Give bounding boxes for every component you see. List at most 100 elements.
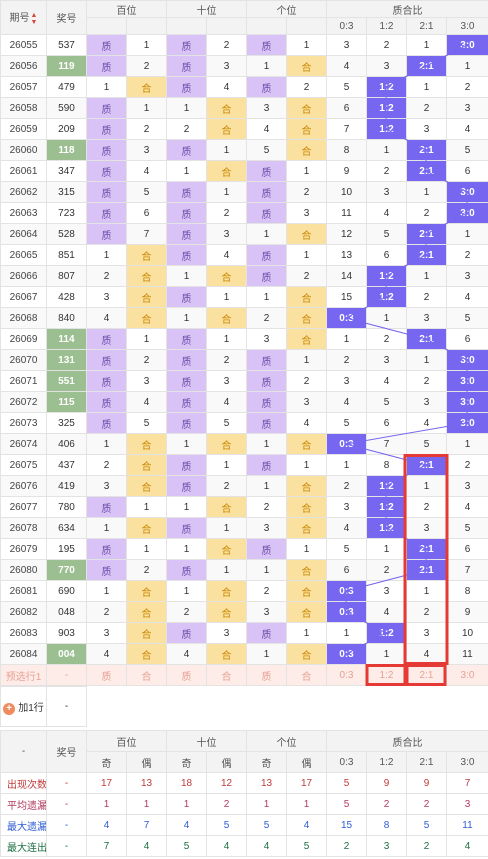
predict-label[interactable]: 预选行1 (0, 664, 47, 686)
ratio-miss-cell: 4 (446, 118, 488, 140)
prime-miss-cell: 3 (246, 328, 287, 350)
ratio-miss-cell: 2 (406, 496, 447, 518)
stats-value: 7 (86, 835, 127, 857)
period-cell: 26084 (0, 643, 47, 665)
ratio-miss-cell: 1 (366, 538, 407, 560)
prime-miss-cell: 2 (246, 307, 287, 329)
predict-row[interactable]: 预选行1 - 质 合 质 合 质 合 0:3 1:2 2:1 3:0 (0, 664, 488, 686)
predict-cell[interactable]: 合 (206, 664, 247, 686)
predict-cell[interactable]: 合 (126, 664, 167, 686)
composite-miss-cell: 1 (206, 139, 247, 161)
composite-hit-cell: 合 (126, 265, 167, 287)
ratio-miss-cell: 10 (326, 181, 367, 203)
table-row: 26066 807 2 合 1 合质 2 14 1:2 1 3 (0, 265, 488, 287)
stats-value: 15 (326, 814, 367, 836)
ratio-miss-cell: 5 (326, 412, 367, 434)
ratio-miss-cell: 9 (446, 601, 488, 623)
ratio-hit-cell: 2:1 (406, 538, 447, 560)
stats-value: 1 (126, 793, 167, 815)
prime-miss-cell: 4 (86, 643, 127, 665)
predict-cell[interactable]: 质 (246, 664, 287, 686)
sub-header-blank (86, 17, 127, 35)
ratio-miss-cell: 5 (366, 391, 407, 413)
ratio-miss-cell: 14 (326, 265, 367, 287)
period-header[interactable]: 期号▲ ▼ (0, 0, 47, 35)
composite-hit-cell: 合 (206, 265, 247, 287)
stats-value: 1 (166, 793, 207, 815)
prime-hit-cell: 质 (166, 328, 207, 350)
period-cell: 26081 (0, 580, 47, 602)
table-row: 26076 419 3 合质 2 1 合 2 1:2 1 3 (0, 475, 488, 497)
predict-cell[interactable]: 质 (166, 664, 207, 686)
ratio-hit-cell: 0:3 (326, 307, 367, 329)
predict-prize: - (46, 664, 87, 686)
sort-icon[interactable]: ▲ ▼ (30, 11, 38, 26)
prize-cell: 770 (46, 559, 87, 581)
ratio-miss-cell: 2 (406, 97, 447, 119)
composite-miss-cell: 1 (286, 244, 327, 266)
ratio-miss-cell: 1 (406, 76, 447, 98)
sub-header-blank (286, 17, 327, 35)
composite-hit-cell: 合 (126, 601, 167, 623)
period-cell: 26074 (0, 433, 47, 455)
predict-cell[interactable]: 3:0 (446, 664, 488, 686)
ratio-miss-cell: 2 (406, 202, 447, 224)
ratio-miss-cell: 5 (326, 538, 367, 560)
ratio-miss-cell: 2 (406, 601, 447, 623)
ratio-miss-cell: 4 (406, 412, 447, 434)
composite-miss-cell: 7 (126, 223, 167, 245)
composite-hit-cell: 合 (126, 454, 167, 476)
plus-icon: + (3, 702, 16, 715)
period-cell: 26073 (0, 412, 47, 434)
composite-miss-cell: 1 (126, 97, 167, 119)
prize-cell: 780 (46, 496, 87, 518)
ratio-header-0-3: 0:3 (326, 17, 367, 35)
stats-dash: - (46, 814, 87, 836)
prime-miss-cell: 1 (246, 475, 287, 497)
prime-miss-cell: 2 (166, 118, 207, 140)
ratio-miss-cell: 1 (446, 433, 488, 455)
composite-miss-cell: 2 (206, 475, 247, 497)
prime-miss-cell: 1 (166, 496, 207, 518)
ratio-miss-cell: 3 (406, 517, 447, 539)
prize-cell: 437 (46, 454, 87, 476)
prize-cell: 479 (46, 76, 87, 98)
stats-value: 4 (86, 814, 127, 836)
composite-hit-cell: 合 (286, 55, 327, 77)
composite-hit-cell: 合 (286, 307, 327, 329)
period-cell: 26063 (0, 202, 47, 224)
ratio-miss-cell: 2 (446, 76, 488, 98)
composite-hit-cell: 合 (126, 643, 167, 665)
stats-sub-header: 1:2 (366, 751, 407, 773)
ratio-miss-cell: 1 (406, 181, 447, 203)
composite-miss-cell: 2 (126, 349, 167, 371)
stats-value: 17 (86, 772, 127, 794)
predict-cell[interactable]: 2:1 (406, 664, 447, 686)
prize-cell: 114 (46, 328, 87, 350)
prime-miss-cell: 1 (86, 244, 127, 266)
prize-cell: 903 (46, 622, 87, 644)
prime-hit-cell: 质 (166, 223, 207, 245)
predict-cell[interactable]: 合 (286, 664, 327, 686)
group-header-hundreds: 百位 (86, 0, 167, 18)
prime-hit-cell: 质 (246, 265, 287, 287)
sub-header-blank (246, 17, 287, 35)
composite-miss-cell: 1 (286, 349, 327, 371)
ratio-miss-cell: 1 (366, 139, 407, 161)
stats-dash: - (46, 835, 87, 857)
stats-label: 平均遗漏 (0, 793, 47, 815)
prime-miss-cell: 1 (166, 538, 207, 560)
table-row: 26055 537 质 1 质 2 质 1 3 2 1 3:0 (0, 34, 488, 56)
prime-hit-cell: 质 (166, 475, 207, 497)
predict-cell[interactable]: 0:3 (326, 664, 367, 686)
composite-miss-cell: 2 (206, 349, 247, 371)
prize-cell: 347 (46, 160, 87, 182)
stats-label: 最大连出 (0, 835, 47, 857)
composite-miss-cell: 2 (286, 76, 327, 98)
prime-miss-cell: 1 (166, 160, 207, 182)
ratio-miss-cell: 1 (406, 34, 447, 56)
ratio-hit-cell: 1:2 (366, 517, 407, 539)
add-row-button[interactable]: + 加1行 (0, 686, 47, 727)
predict-cell[interactable]: 1:2 (366, 664, 407, 686)
predict-cell[interactable]: 质 (86, 664, 127, 686)
